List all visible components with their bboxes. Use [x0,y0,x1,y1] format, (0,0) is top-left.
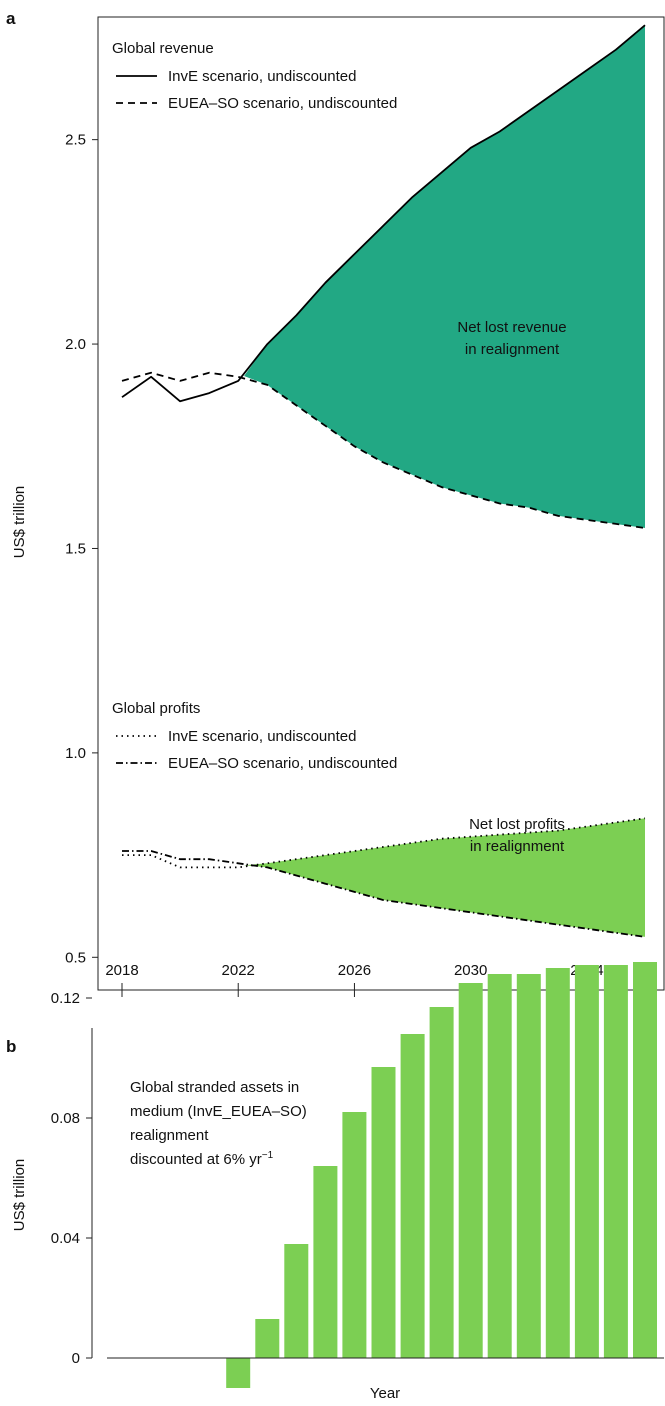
legend-label-inve-profits: InvE scenario, undiscounted [168,728,356,745]
bar-2025 [313,1166,338,1358]
bar-2031 [487,974,512,1358]
bar-2022 [226,1358,251,1388]
panel-a-fill-areas [244,25,646,937]
bar-2036 [633,962,657,1358]
panel-a-x-tick-label: 2030 [454,962,487,979]
panel-b-y-tick-label: 0 [72,1350,80,1367]
bar-2035 [603,965,628,1358]
panel-b-annotation-line-1: Global stranded assets in [130,1079,299,1096]
bar-2033 [545,968,570,1358]
panel-b-chart: 0 0.04 0.08 0.12 US$ trillion Year Global s… [11,962,664,1402]
panel-a-frame [97,16,665,991]
inve-revenue-line [121,24,646,403]
revenue-legend: Global revenue InvE scenario, undiscount… [112,40,397,112]
panel-a-y-tick-label: 2.5 [65,132,86,149]
bar-2023 [255,1319,280,1358]
panel-label-b: b [6,1037,16,1056]
profits-annotation-line-1: Net lost profits [469,816,565,833]
panel-a-y-tick-label: 0.5 [65,949,86,966]
panel-a-y-axis: 0.5 1.0 1.5 2.0 2.5 [65,132,98,966]
legend-label-euea-revenue: EUEA–SO scenario, undiscounted [168,95,397,112]
panel-a-x-tick-label: 2018 [105,962,138,979]
bar-2026 [342,1112,367,1358]
panel-b-bars [226,962,657,1388]
bar-2027 [371,1067,396,1358]
inve-profits-line [122,817,646,869]
panel-a-y-tick-label: 2.0 [65,336,86,353]
legend-label-euea-profits: EUEA–SO scenario, undiscounted [168,755,397,772]
revenue-annotation-line-2: in realignment [465,341,560,358]
panel-a-series-lines [121,24,646,938]
bar-2024 [284,1244,309,1358]
panel-b-y-axis-label: US$ trillion [11,1159,28,1232]
profits-legend-title: Global profits [112,700,200,717]
panel-b-annotation-main: discounted at 6% yr [130,1151,262,1168]
panel-b-y-tick-label: 0.04 [51,1230,80,1247]
panel-b-annotation-superscript: −1 [262,1150,274,1161]
legend-label-inve-revenue: InvE scenario, undiscounted [168,68,356,85]
panel-b-annotation: Global stranded assets in medium (InvE_E… [130,1079,307,1168]
panel-b-y-tick-label: 0.12 [51,990,80,1007]
profits-legend: Global profits InvE scenario, undiscount… [112,700,397,772]
panel-label-a: a [6,9,16,28]
panel-b-x-axis-label: Year [370,1385,400,1402]
panel-a-chart: 0.51.01.52.02.5 20182022202620302034 US$… [11,16,665,997]
revenue-legend-title: Global revenue [112,40,214,57]
panel-b-annotation-line-2: medium (InvE_EUEA–SO) [130,1103,307,1120]
panel-a-x-tick-label: 2022 [222,962,255,979]
bar-2032 [516,974,541,1358]
bar-2029 [429,1007,454,1358]
panel-a-y-tick-label: 1.0 [65,745,86,762]
bar-2028 [400,1034,425,1358]
net-lost-revenue-area [244,25,646,529]
revenue-annotation-line-1: Net lost revenue [457,319,566,336]
euea-so-profits-line [122,850,646,938]
profits-annotation-line-2: in realignment [470,838,565,855]
panel-a-y-axis-label: US$ trillion [11,486,28,559]
panel-a-y-tick-label: 1.5 [65,540,86,557]
euea-so-revenue-line [121,371,646,529]
panel-b-y-axis: 0 0.04 0.08 0.12 [51,990,92,1367]
bar-2030 [458,983,483,1358]
net-lost-profits-area [244,818,646,937]
panel-b-annotation-line-3: realignment [130,1127,209,1144]
panel-b-y-tick-label: 0.08 [51,1110,80,1127]
panel-a-x-tick-label: 2026 [338,962,371,979]
bar-2034 [574,965,599,1358]
panel-b-annotation-line-4: discounted at 6% yr−1 [130,1150,274,1168]
